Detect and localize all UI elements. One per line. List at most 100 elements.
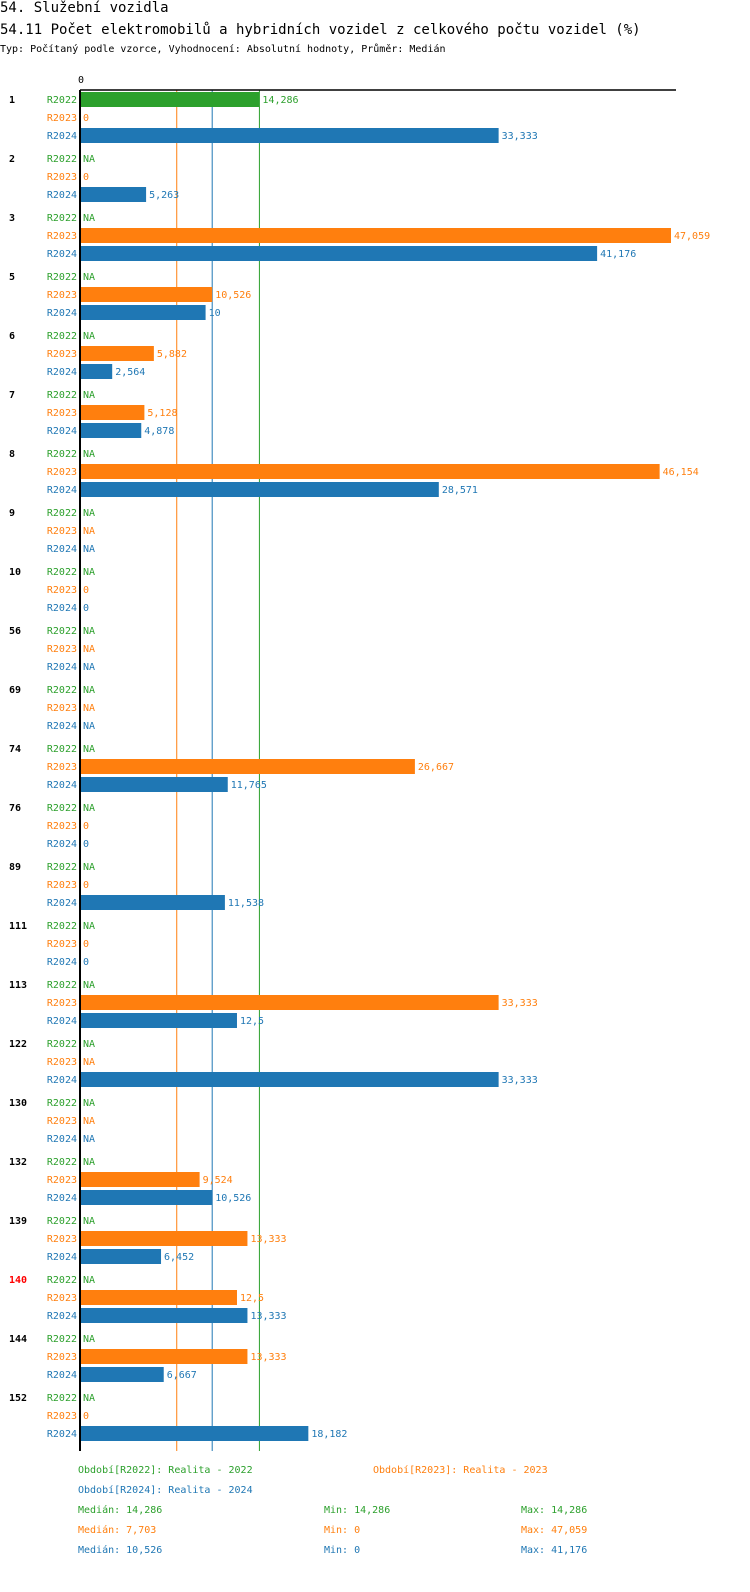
category-label-139: 139 — [9, 1216, 27, 1227]
series-label-r2022: R2022 — [47, 213, 77, 224]
category-label-152: 152 — [9, 1393, 27, 1404]
series-label-r2024: R2024 — [47, 839, 77, 850]
chart-title: 54.11 Počet elektromobilů a hybridních v… — [0, 22, 641, 38]
category-label-111: 111 — [9, 921, 27, 932]
series-label-r2023: R2023 — [47, 290, 77, 301]
stat-median-r2022: Medián: 14,286 — [78, 1505, 163, 1516]
series-label-r2023: R2023 — [47, 1293, 77, 1304]
series-label-r2023: R2023 — [47, 880, 77, 891]
bar-r2022-1 — [80, 92, 260, 107]
stat-min-r2023: Min: 0 — [324, 1525, 361, 1536]
series-label-r2022: R2022 — [47, 1039, 77, 1050]
value-label-r2024-56: NA — [83, 662, 95, 673]
bar-r2023-144 — [80, 1349, 248, 1364]
stat-median-r2023: Medián: 7,703 — [78, 1525, 157, 1536]
value-label-r2024-8: 28,571 — [442, 485, 478, 496]
value-label-r2023-122: NA — [83, 1057, 95, 1068]
value-label-r2024-130: NA — [83, 1134, 95, 1145]
value-label-r2023-140: 12,5 — [240, 1293, 264, 1304]
category-label-6: 6 — [9, 331, 15, 342]
bar-r2023-5 — [80, 287, 213, 302]
series-label-r2023: R2023 — [47, 408, 77, 419]
bar-r2024-113 — [80, 1013, 237, 1028]
series-label-r2023: R2023 — [47, 939, 77, 950]
value-label-r2024-5: 10 — [209, 308, 221, 319]
series-label-r2023: R2023 — [47, 1057, 77, 1068]
category-label-69: 69 — [9, 685, 21, 696]
series-label-r2022: R2022 — [47, 744, 77, 755]
series-label-r2024: R2024 — [47, 1016, 77, 1027]
category-label-140: 140 — [9, 1275, 27, 1286]
stat-min-r2022: Min: 14,286 — [324, 1505, 391, 1516]
value-label-r2022-132: NA — [83, 1157, 95, 1168]
value-label-r2024-74: 11,765 — [231, 780, 267, 791]
value-label-r2023-132: 9,524 — [203, 1175, 233, 1186]
series-label-r2023: R2023 — [47, 644, 77, 655]
bar-r2024-89 — [80, 895, 225, 910]
legend-period-r2023: Období[R2023]: Realita - 2023 — [373, 1465, 548, 1476]
value-label-r2023-130: NA — [83, 1116, 95, 1127]
stat-max-r2024: Max: 41,176 — [521, 1545, 588, 1556]
legend-period-r2022: Období[R2022]: Realita - 2022 — [78, 1465, 253, 1476]
bar-r2024-152 — [80, 1426, 309, 1441]
series-label-r2022: R2022 — [47, 1216, 77, 1227]
category-label-74: 74 — [9, 744, 21, 755]
series-label-r2024: R2024 — [47, 603, 77, 614]
axis-zero-label: 0 — [78, 75, 84, 86]
value-label-r2022-6: NA — [83, 331, 95, 342]
bar-r2023-132 — [80, 1172, 200, 1187]
category-label-56: 56 — [9, 626, 21, 637]
value-label-r2023-6: 5,882 — [157, 349, 187, 360]
bar-r2024-139 — [80, 1249, 162, 1264]
series-label-r2024: R2024 — [47, 1193, 77, 1204]
category-label-9: 9 — [9, 508, 15, 519]
value-label-r2022-76: NA — [83, 803, 95, 814]
value-label-r2023-89: 0 — [83, 880, 89, 891]
value-label-r2022-3: NA — [83, 213, 95, 224]
series-label-r2024: R2024 — [47, 190, 77, 201]
value-label-r2024-7: 4,878 — [144, 426, 174, 437]
value-label-r2022-1: 14,286 — [262, 95, 298, 106]
value-label-r2023-111: 0 — [83, 939, 89, 950]
value-label-r2024-113: 12,5 — [240, 1016, 264, 1027]
stat-max-r2022: Max: 14,286 — [521, 1505, 588, 1516]
value-label-r2022-69: NA — [83, 685, 95, 696]
bar-r2023-7 — [80, 405, 145, 420]
series-label-r2024: R2024 — [47, 249, 77, 260]
category-label-132: 132 — [9, 1157, 27, 1168]
bar-r2023-140 — [80, 1290, 237, 1305]
chart-subtitle: Typ: Počítaný podle vzorce, Vyhodnocení:… — [0, 44, 446, 55]
bar-r2024-1 — [80, 128, 499, 143]
series-label-r2022: R2022 — [47, 980, 77, 991]
category-label-5: 5 — [9, 272, 15, 283]
value-label-r2024-9: NA — [83, 544, 95, 555]
value-label-r2024-69: NA — [83, 721, 95, 732]
value-label-r2022-7: NA — [83, 390, 95, 401]
series-label-r2023: R2023 — [47, 526, 77, 537]
series-label-r2024: R2024 — [47, 662, 77, 673]
category-label-89: 89 — [9, 862, 21, 873]
category-label-7: 7 — [9, 390, 15, 401]
series-label-r2024: R2024 — [47, 1075, 77, 1086]
stat-min-r2024: Min: 0 — [324, 1545, 361, 1556]
value-label-r2023-10: 0 — [83, 585, 89, 596]
value-label-r2023-69: NA — [83, 703, 95, 714]
value-label-r2022-139: NA — [83, 1216, 95, 1227]
value-label-r2023-2: 0 — [83, 172, 89, 183]
value-label-r2023-74: 26,667 — [418, 762, 454, 773]
series-label-r2023: R2023 — [47, 703, 77, 714]
value-label-r2023-152: 0 — [83, 1411, 89, 1422]
value-label-r2024-89: 11,538 — [228, 898, 264, 909]
series-label-r2024: R2024 — [47, 1429, 77, 1440]
series-label-r2024: R2024 — [47, 485, 77, 496]
bar-r2024-144 — [80, 1367, 164, 1382]
bar-r2023-139 — [80, 1231, 248, 1246]
series-label-r2022: R2022 — [47, 508, 77, 519]
bar-r2024-3 — [80, 246, 598, 261]
category-label-10: 10 — [9, 567, 21, 578]
stat-max-r2023: Max: 47,059 — [521, 1525, 588, 1536]
series-label-r2022: R2022 — [47, 154, 77, 165]
value-label-r2024-152: 18,182 — [311, 1429, 347, 1440]
series-label-r2024: R2024 — [47, 1134, 77, 1145]
